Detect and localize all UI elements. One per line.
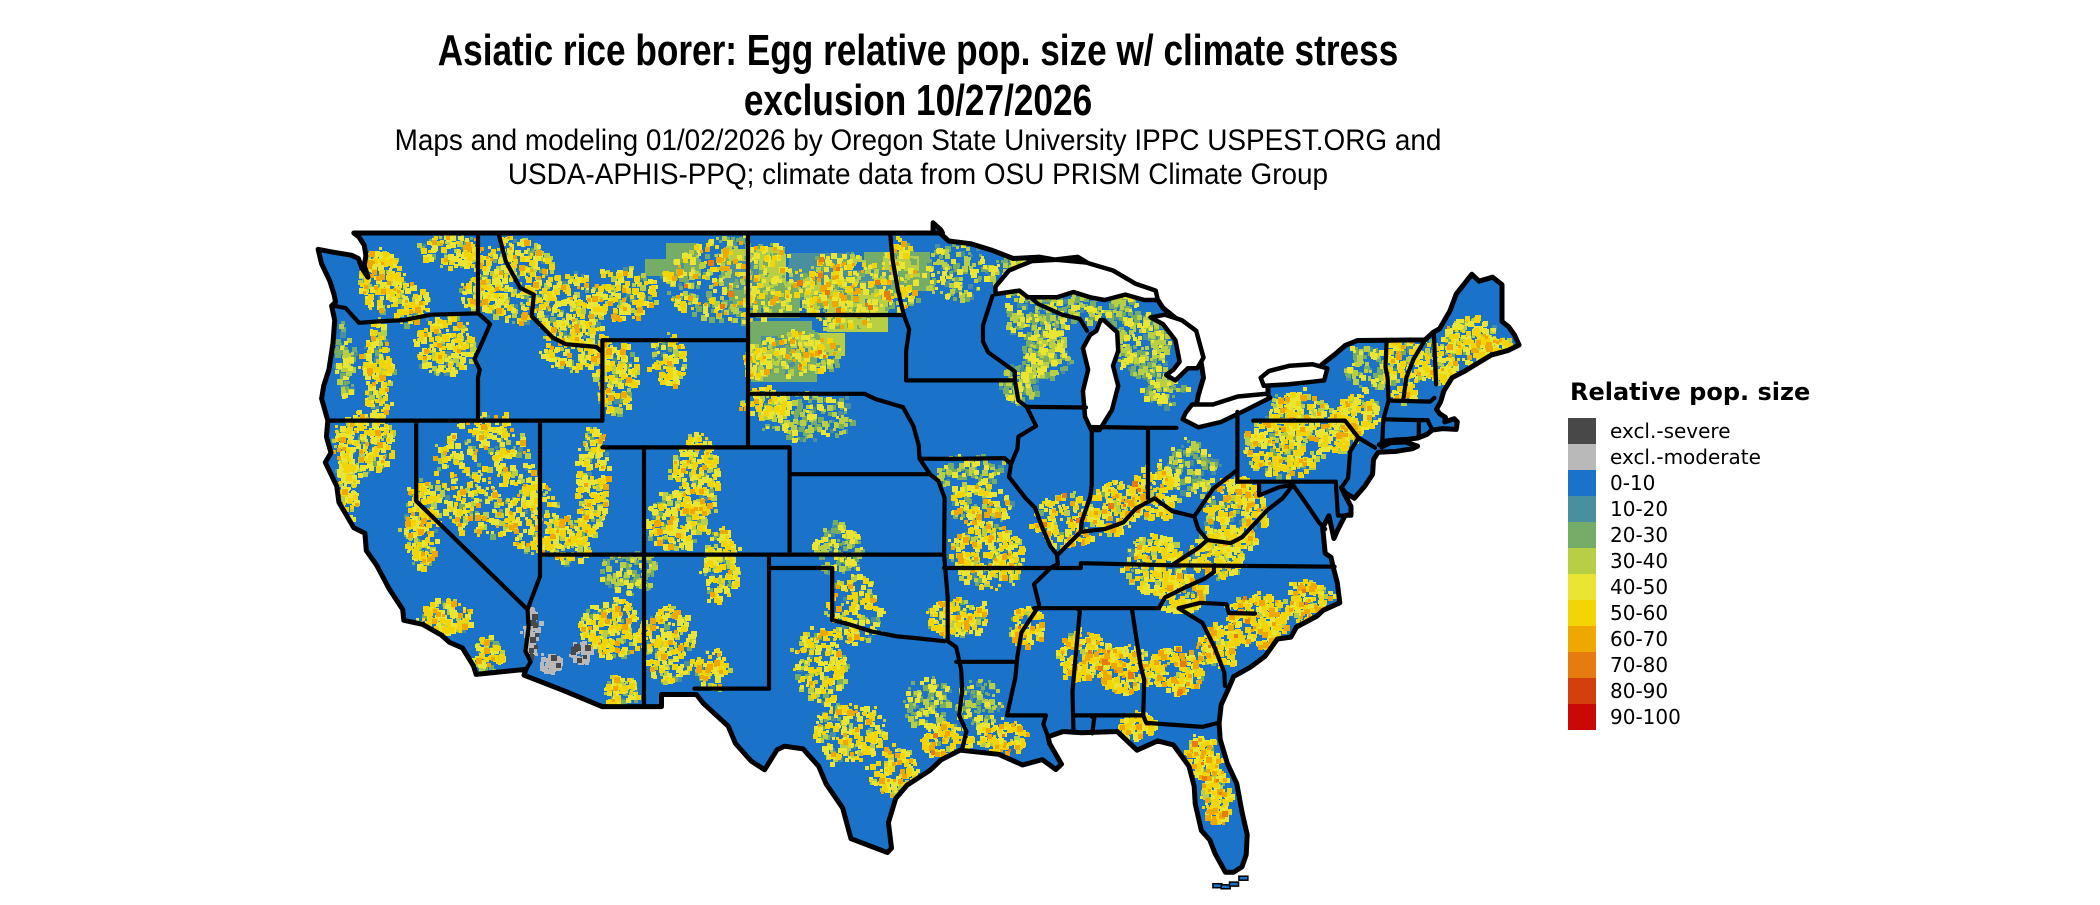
florida-keys [1212,875,1249,890]
legend-swatch [1568,418,1596,444]
page-title-line1: Asiatic rice borer: Egg relative pop. si… [437,26,1399,75]
legend-label: 60-70 [1610,627,1669,651]
legend-swatch [1568,678,1596,704]
legend-swatch [1568,470,1596,496]
legend-row: 70-80 [1568,652,1868,678]
legend-row: 10-20 [1568,496,1868,522]
us-map-svg [315,220,1522,890]
us-risk-map [300,200,1540,900]
great-lakes [993,257,1330,433]
legend-label: 90-100 [1610,705,1681,729]
legend-label: excl.-severe [1610,419,1731,443]
legend-swatch [1568,600,1596,626]
legend-swatch [1568,496,1596,522]
legend-label: 10-20 [1610,497,1669,521]
page-subtitle-line1: Maps and modeling 01/02/2026 by Oregon S… [394,124,1442,157]
legend-label: 50-60 [1610,601,1669,625]
legend-swatch [1568,574,1596,600]
state-borders [325,230,1439,751]
legend-row: excl.-severe [1568,418,1868,444]
legend-label: 0-10 [1610,471,1656,495]
legend-row: 0-10 [1568,470,1868,496]
us-coastline [315,220,1522,875]
legend-label: 20-30 [1610,523,1669,547]
legend-label: 80-90 [1610,679,1669,703]
legend-row: 80-90 [1568,678,1868,704]
legend-rows: excl.-severe excl.-moderate 0-10 10-20 20-30… [1568,418,1868,730]
legend-row: 90-100 [1568,704,1868,730]
legend: Relative pop. size excl.-severe excl.-mod… [1568,378,1868,730]
legend-label: 40-50 [1610,575,1669,599]
legend-swatch [1568,626,1596,652]
legend-row: 40-50 [1568,574,1868,600]
page-title: Asiatic rice borer: Egg relative pop. si… [0,26,1836,126]
legend-title: Relative pop. size [1570,378,1811,406]
legend-row: 20-30 [1568,522,1868,548]
legend-swatch [1568,548,1596,574]
legend-swatch [1568,652,1596,678]
page-subtitle: Maps and modeling 01/02/2026 by Oregon S… [0,124,1836,192]
legend-row: excl.-moderate [1568,444,1868,470]
legend-label: 30-40 [1610,549,1669,573]
legend-swatch [1568,704,1596,730]
legend-row: 50-60 [1568,600,1868,626]
legend-row: 30-40 [1568,548,1868,574]
page-subtitle-line2: USDA-APHIS-PPQ; climate data from OSU PR… [507,158,1329,191]
legend-label: 70-80 [1610,653,1669,677]
population-raster [331,231,1515,825]
legend-label: excl.-moderate [1610,445,1761,469]
legend-swatch [1568,444,1596,470]
legend-swatch [1568,522,1596,548]
page-title-line2: exclusion 10/27/2026 [743,76,1093,125]
legend-row: 60-70 [1568,626,1868,652]
